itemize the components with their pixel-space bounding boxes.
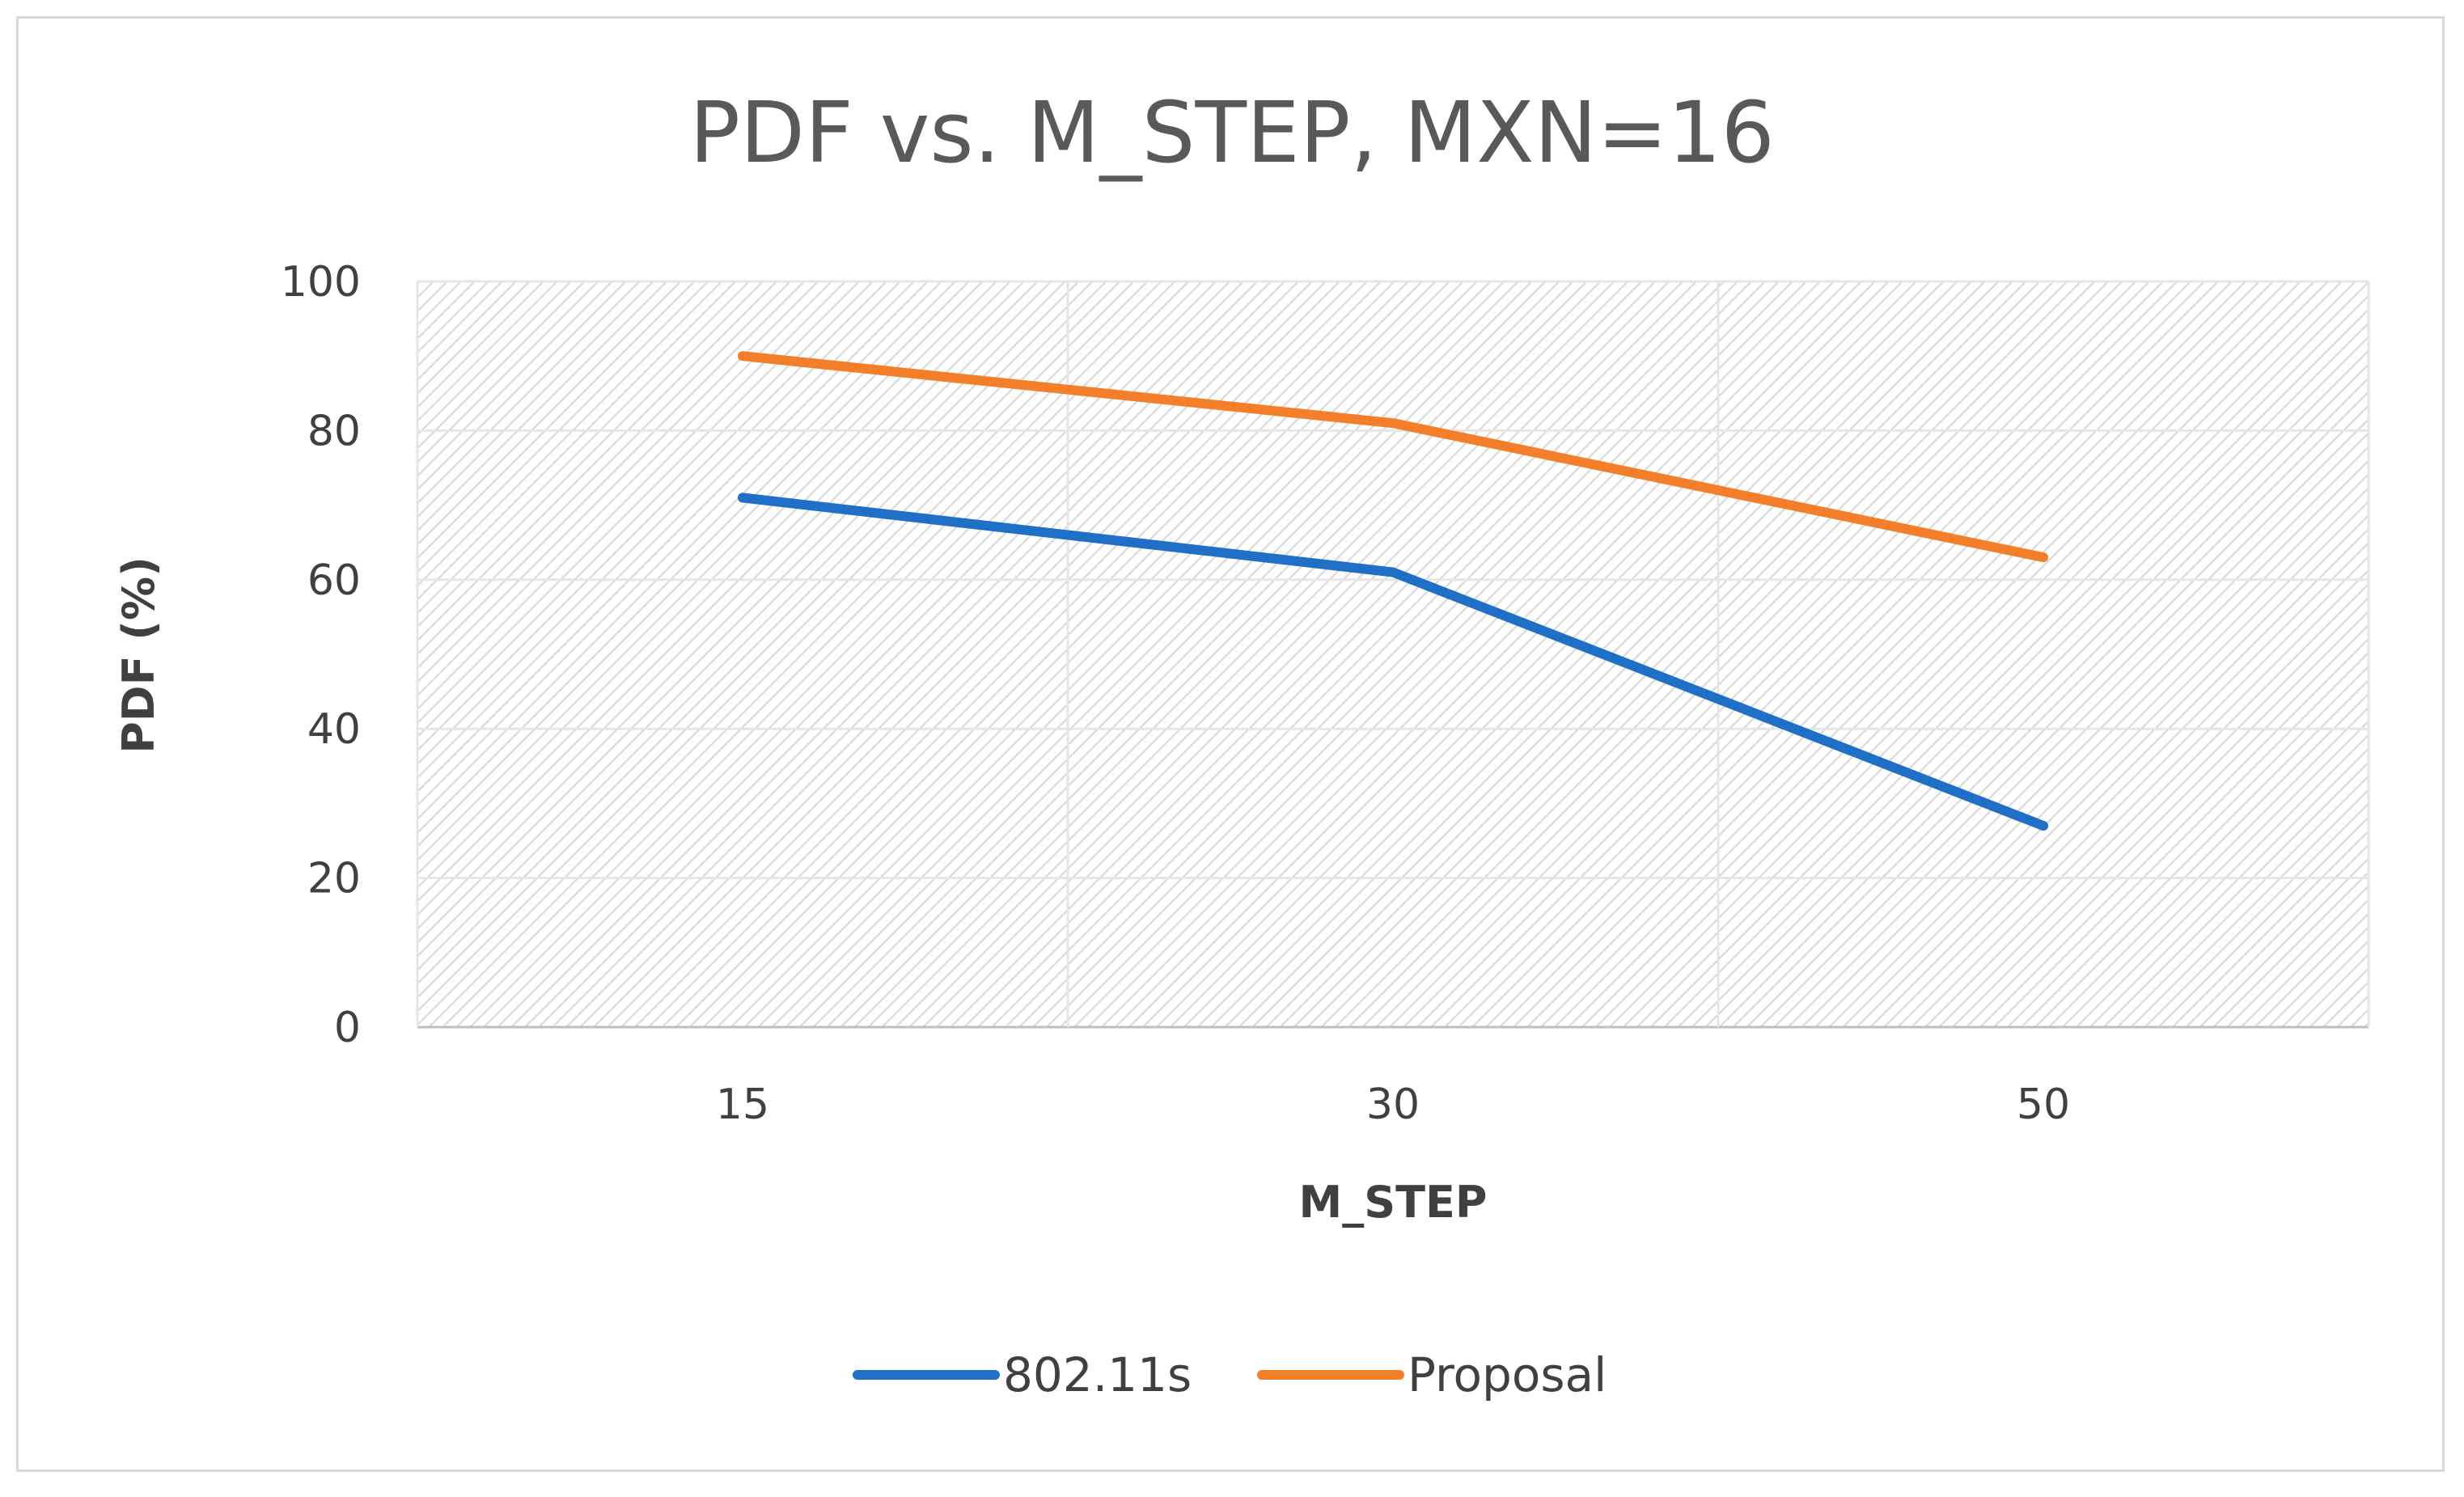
series-line-802-11s bbox=[738, 493, 2048, 831]
x-tick-label: 30 bbox=[1366, 1080, 1420, 1129]
legend-label: 802.11s bbox=[1003, 1347, 1192, 1402]
plot-area bbox=[417, 281, 2369, 1027]
x-axis-title: M_STEP bbox=[1299, 1177, 1488, 1228]
chart-title: PDF vs. M_STEP, MXN=16 bbox=[689, 83, 1775, 182]
x-tick-label: 15 bbox=[716, 1080, 769, 1129]
legend: 802.11s Proposal bbox=[853, 1347, 1607, 1402]
legend-label: Proposal bbox=[1408, 1347, 1607, 1402]
y-tick-label: 20 bbox=[307, 855, 361, 903]
x-tick-label: 50 bbox=[2017, 1080, 2070, 1129]
gridlines bbox=[416, 280, 2370, 1029]
series-line-proposal bbox=[738, 351, 2048, 563]
y-tick-label: 0 bbox=[334, 1004, 361, 1052]
y-axis-title: PDF (%) bbox=[113, 556, 164, 754]
y-tick-label: 40 bbox=[307, 705, 361, 754]
y-tick-label: 80 bbox=[307, 407, 361, 455]
y-tick-label: 60 bbox=[307, 556, 361, 605]
series-lines bbox=[738, 351, 2048, 831]
x-axis-ticks: 15 30 50 bbox=[716, 1080, 2070, 1129]
y-tick-label: 100 bbox=[281, 258, 361, 307]
y-axis-ticks: 0 20 40 60 80 100 bbox=[281, 258, 361, 1052]
